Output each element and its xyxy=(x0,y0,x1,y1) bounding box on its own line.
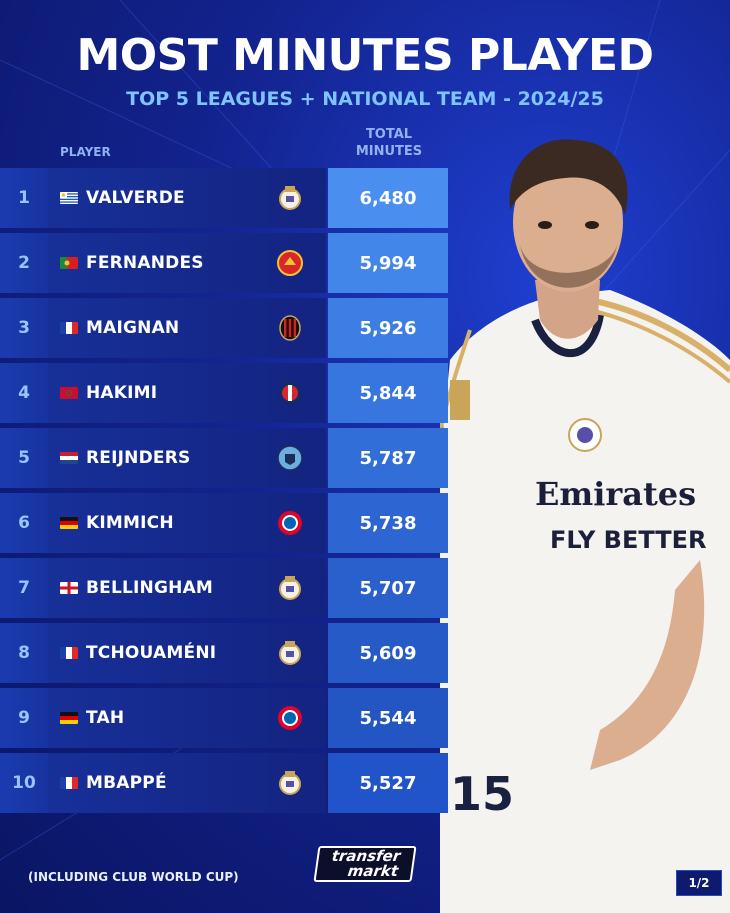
manchester-united-crest-icon xyxy=(277,250,303,276)
player-name: FERNANDES xyxy=(86,253,204,273)
player-name: MBAPPÉ xyxy=(86,773,167,793)
column-header-total-minutes: TOTAL MINUTES xyxy=(330,126,448,160)
player-name: VALVERDE xyxy=(86,188,185,208)
rank: 5 xyxy=(0,428,48,488)
rank: 1 xyxy=(0,168,48,228)
table-row: 8 TCHOUAMÉNI 5,609 xyxy=(0,623,450,683)
player-name: HAKIMI xyxy=(86,383,158,403)
table-row: 1 VALVERDE 6,480 xyxy=(0,168,450,228)
rank: 3 xyxy=(0,298,48,358)
england-flag-icon xyxy=(60,582,78,594)
footnote: (INCLUDING CLUB WORLD CUP) xyxy=(28,870,239,884)
player-name: TCHOUAMÉNI xyxy=(86,643,217,663)
column-header-total-line1: TOTAL xyxy=(365,127,413,142)
player-name: BELLINGHAM xyxy=(86,578,214,598)
player-name: TAH xyxy=(86,708,125,728)
table-row: 6 KIMMICH 5,738 xyxy=(0,493,450,553)
france-flag-icon xyxy=(60,777,78,789)
rank: 10 xyxy=(0,753,48,813)
player-name: MAIGNAN xyxy=(86,318,180,338)
table-row: 3 MAIGNAN 5,926 xyxy=(0,298,450,358)
table-row: 10 MBAPPÉ 5,527 xyxy=(0,753,450,813)
psg-crest-icon xyxy=(278,381,302,405)
real-madrid-crest-icon xyxy=(279,771,301,795)
portugal-flag-icon xyxy=(60,257,78,269)
france-flag-icon xyxy=(60,322,78,334)
transfermarkt-logo: transfer markt xyxy=(313,846,417,882)
table-row: 5 REIJNDERS 5,787 xyxy=(0,428,450,488)
minutes-value: 5,994 xyxy=(328,233,448,293)
table-row: 9 TAH 5,544 xyxy=(0,688,450,748)
minutes-value: 5,707 xyxy=(328,558,448,618)
germany-flag-icon xyxy=(60,517,78,529)
column-header-total-line2: MINUTES xyxy=(355,144,423,159)
shorts-number: 15 xyxy=(450,767,514,821)
page-subtitle: TOP 5 LEAGUES + NATIONAL TEAM - 2024/25 xyxy=(126,88,604,110)
minutes-value: 5,844 xyxy=(328,363,448,423)
column-header-player: PLAYER xyxy=(60,145,111,159)
rank: 9 xyxy=(0,688,48,748)
ac-milan-crest-icon xyxy=(279,315,301,341)
minutes-value: 5,738 xyxy=(328,493,448,553)
bayern-crest-icon xyxy=(278,511,302,535)
minutes-value: 5,544 xyxy=(328,688,448,748)
page-indicator: 1/2 xyxy=(676,870,722,896)
table-row: 2 FERNANDES 5,994 xyxy=(0,233,450,293)
manchester-city-crest-icon xyxy=(277,445,303,471)
germany-flag-icon xyxy=(60,712,78,724)
netherlands-flag-icon xyxy=(60,452,78,464)
minutes-value: 5,787 xyxy=(328,428,448,488)
player-name: REIJNDERS xyxy=(86,448,191,468)
player-photo: Emirates FLY BETTER 15 xyxy=(440,139,730,913)
morocco-flag-icon xyxy=(60,387,78,399)
bayern-crest-icon xyxy=(278,706,302,730)
table-row: 4 HAKIMI 5,844 xyxy=(0,363,450,423)
page-title: MOST MINUTES PLAYED xyxy=(76,30,654,81)
logo-line2: markt xyxy=(346,862,400,880)
rank: 7 xyxy=(0,558,48,618)
player-name: KIMMICH xyxy=(86,513,174,533)
uruguay-flag-icon xyxy=(60,192,78,204)
table-row: 7 BELLINGHAM 5,707 xyxy=(0,558,450,618)
minutes-value: 6,480 xyxy=(328,168,448,228)
shirt-sponsor-subtext: FLY BETTER xyxy=(550,526,707,554)
rank: 2 xyxy=(0,233,48,293)
shirt-sponsor-text: Emirates xyxy=(535,475,696,513)
rank: 8 xyxy=(0,623,48,683)
rank: 4 xyxy=(0,363,48,423)
france-flag-icon xyxy=(60,647,78,659)
real-madrid-crest-icon xyxy=(279,641,301,665)
real-madrid-crest-icon xyxy=(279,186,301,210)
minutes-value: 5,926 xyxy=(328,298,448,358)
rank: 6 xyxy=(0,493,48,553)
real-madrid-crest-icon xyxy=(279,576,301,600)
minutes-value: 5,609 xyxy=(328,623,448,683)
minutes-value: 5,527 xyxy=(328,753,448,813)
